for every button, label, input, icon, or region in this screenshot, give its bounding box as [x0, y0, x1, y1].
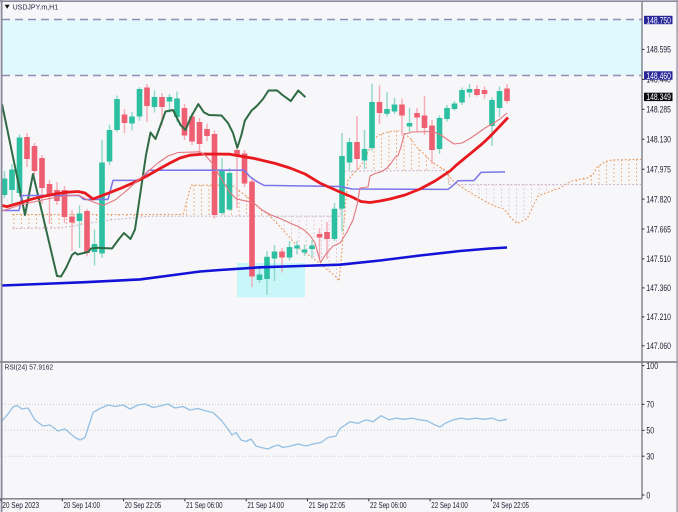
svg-text:147.820: 147.820 — [646, 194, 671, 204]
svg-text:22 Sep 14:00: 22 Sep 14:00 — [431, 501, 468, 510]
svg-text:30: 30 — [646, 452, 654, 462]
svg-text:21 Sep 14:00: 21 Sep 14:00 — [247, 501, 284, 510]
svg-text:100: 100 — [646, 361, 658, 371]
svg-text:70: 70 — [646, 400, 654, 410]
svg-text:148.285: 148.285 — [646, 105, 671, 115]
svg-text:147.665: 147.665 — [646, 224, 671, 234]
svg-text:USDJPY.m,H1: USDJPY.m,H1 — [13, 3, 59, 12]
svg-text:20 Sep 2023: 20 Sep 2023 — [2, 501, 39, 510]
svg-text:148.750: 148.750 — [646, 15, 671, 25]
svg-text:147.975: 147.975 — [646, 165, 671, 175]
svg-text:RSI(24) 57.9162: RSI(24) 57.9162 — [5, 363, 54, 372]
svg-text:20 Sep 22:05: 20 Sep 22:05 — [125, 501, 162, 510]
svg-text:147.060: 147.060 — [646, 341, 671, 351]
svg-text:21 Sep 22:05: 21 Sep 22:05 — [309, 501, 346, 510]
svg-text:20 Sep 14:00: 20 Sep 14:00 — [64, 501, 101, 510]
svg-text:21 Sep 06:00: 21 Sep 06:00 — [186, 501, 223, 510]
svg-text:0: 0 — [646, 490, 650, 500]
svg-text:24 Sep 22:05: 24 Sep 22:05 — [493, 501, 530, 510]
svg-text:147.360: 147.360 — [646, 283, 671, 293]
svg-text:148.595: 148.595 — [646, 45, 671, 55]
svg-text:147.510: 147.510 — [646, 254, 671, 264]
svg-text:148.349: 148.349 — [646, 92, 671, 102]
svg-text:147.210: 147.210 — [646, 312, 671, 322]
svg-text:50: 50 — [646, 426, 654, 436]
svg-text:148.130: 148.130 — [646, 135, 671, 145]
svg-text:22 Sep 06:00: 22 Sep 06:00 — [370, 501, 407, 510]
svg-text:148.460: 148.460 — [646, 71, 671, 81]
